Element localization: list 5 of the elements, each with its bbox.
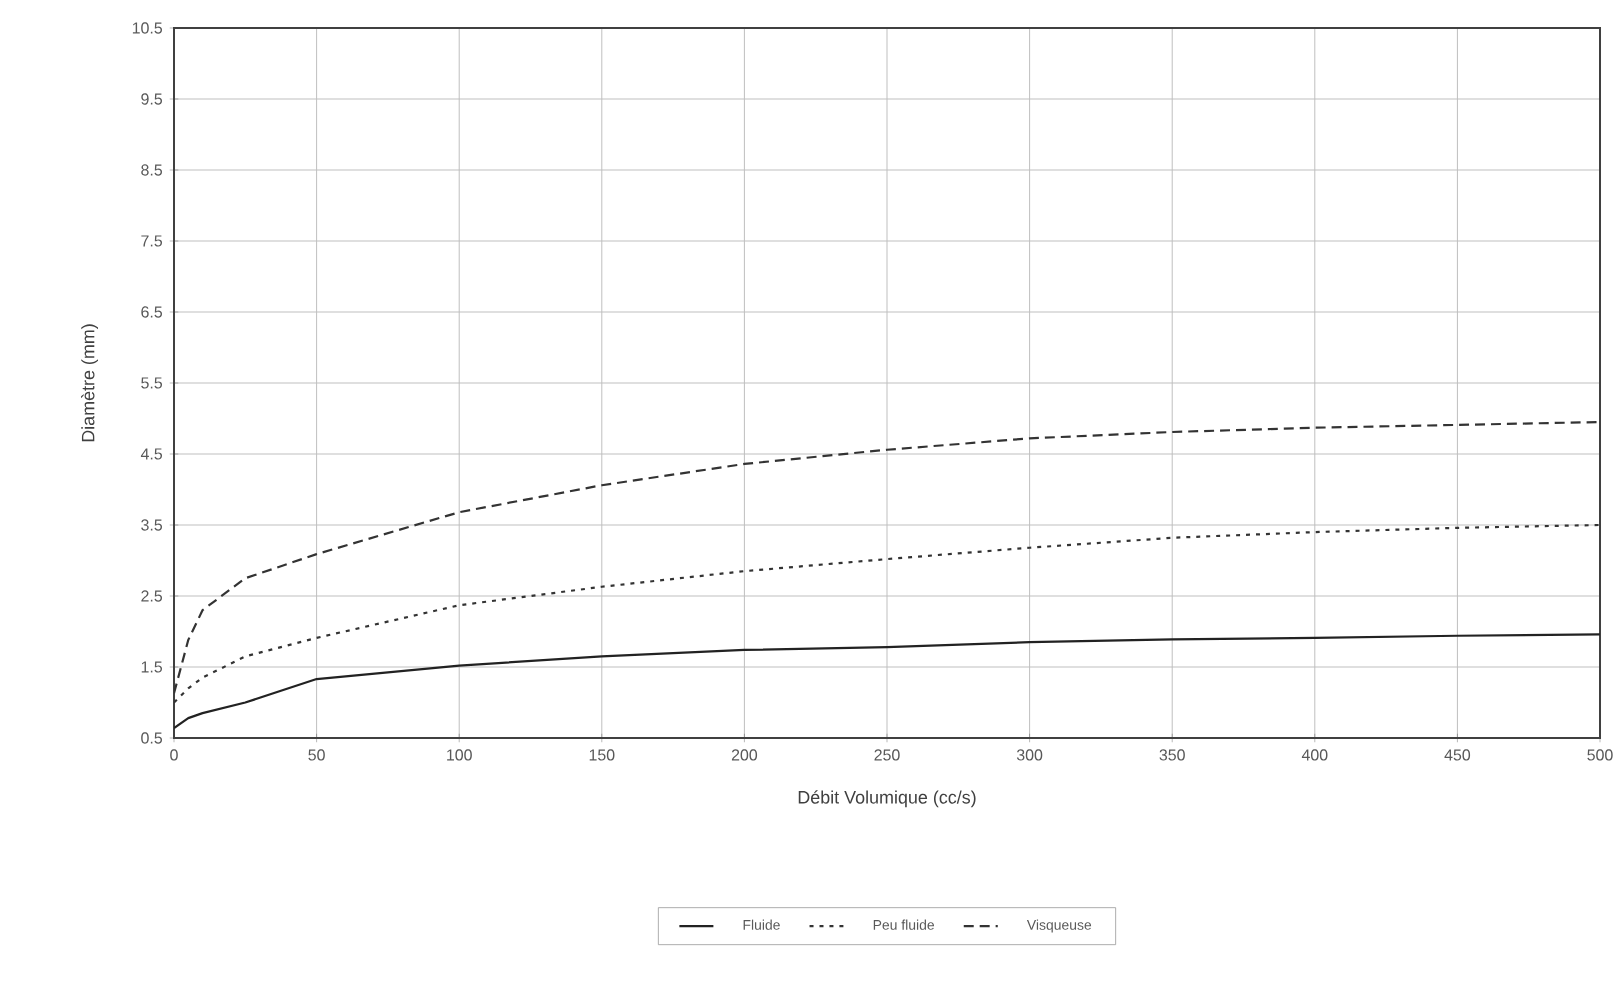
line-series [174, 523, 1601, 704]
x-axis-title: Débit Volumique (cc/s) [798, 790, 976, 808]
line-series [174, 420, 1601, 695]
y-axis-title: Diamètre (mm) [81, 324, 99, 442]
line-series [174, 633, 1601, 730]
